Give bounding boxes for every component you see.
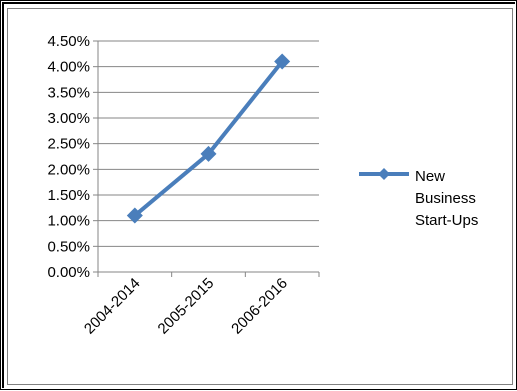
y-tick-label: 4.50%	[47, 33, 90, 50]
series-new-business-start-ups	[126, 53, 291, 224]
chart-area-border	[7, 8, 513, 385]
legend-label-line-1: New	[415, 168, 445, 185]
y-tick-label: 0.00%	[47, 264, 90, 281]
data-point-marker	[274, 53, 291, 70]
y-tick-label: 1.00%	[47, 213, 90, 230]
y-tick-label: 2.50%	[47, 136, 90, 153]
x-tick-label: 2006-2016	[228, 275, 291, 338]
gridlines	[98, 40, 319, 247]
x-axis-tick-labels: 2004-2014 2005-2015 2006-2016	[81, 275, 291, 338]
axes	[93, 40, 320, 277]
data-point-marker	[126, 207, 143, 224]
y-tick-label: 3.50%	[47, 84, 90, 101]
y-tick-label: 4.00%	[47, 59, 90, 76]
legend: New Business Start-Ups	[359, 168, 478, 229]
legend-label-line-3: Start-Ups	[415, 212, 478, 229]
legend-label-line-2: Business	[415, 190, 476, 207]
y-tick-label: 3.00%	[47, 110, 90, 127]
y-tick-label: 2.00%	[47, 161, 90, 178]
y-axis-tick-labels: 0.00% 0.50% 1.00% 1.50% 2.00% 2.50% 3.00% 3.50%…	[47, 33, 90, 281]
data-point-marker	[200, 145, 217, 162]
legend-marker	[378, 168, 390, 180]
y-tick-label: 1.50%	[47, 187, 90, 204]
series-line	[133, 60, 284, 218]
x-tick-label: 2004-2014	[81, 275, 144, 338]
y-tick-label: 0.50%	[47, 238, 90, 255]
x-tick-label: 2005-2015	[155, 275, 218, 338]
